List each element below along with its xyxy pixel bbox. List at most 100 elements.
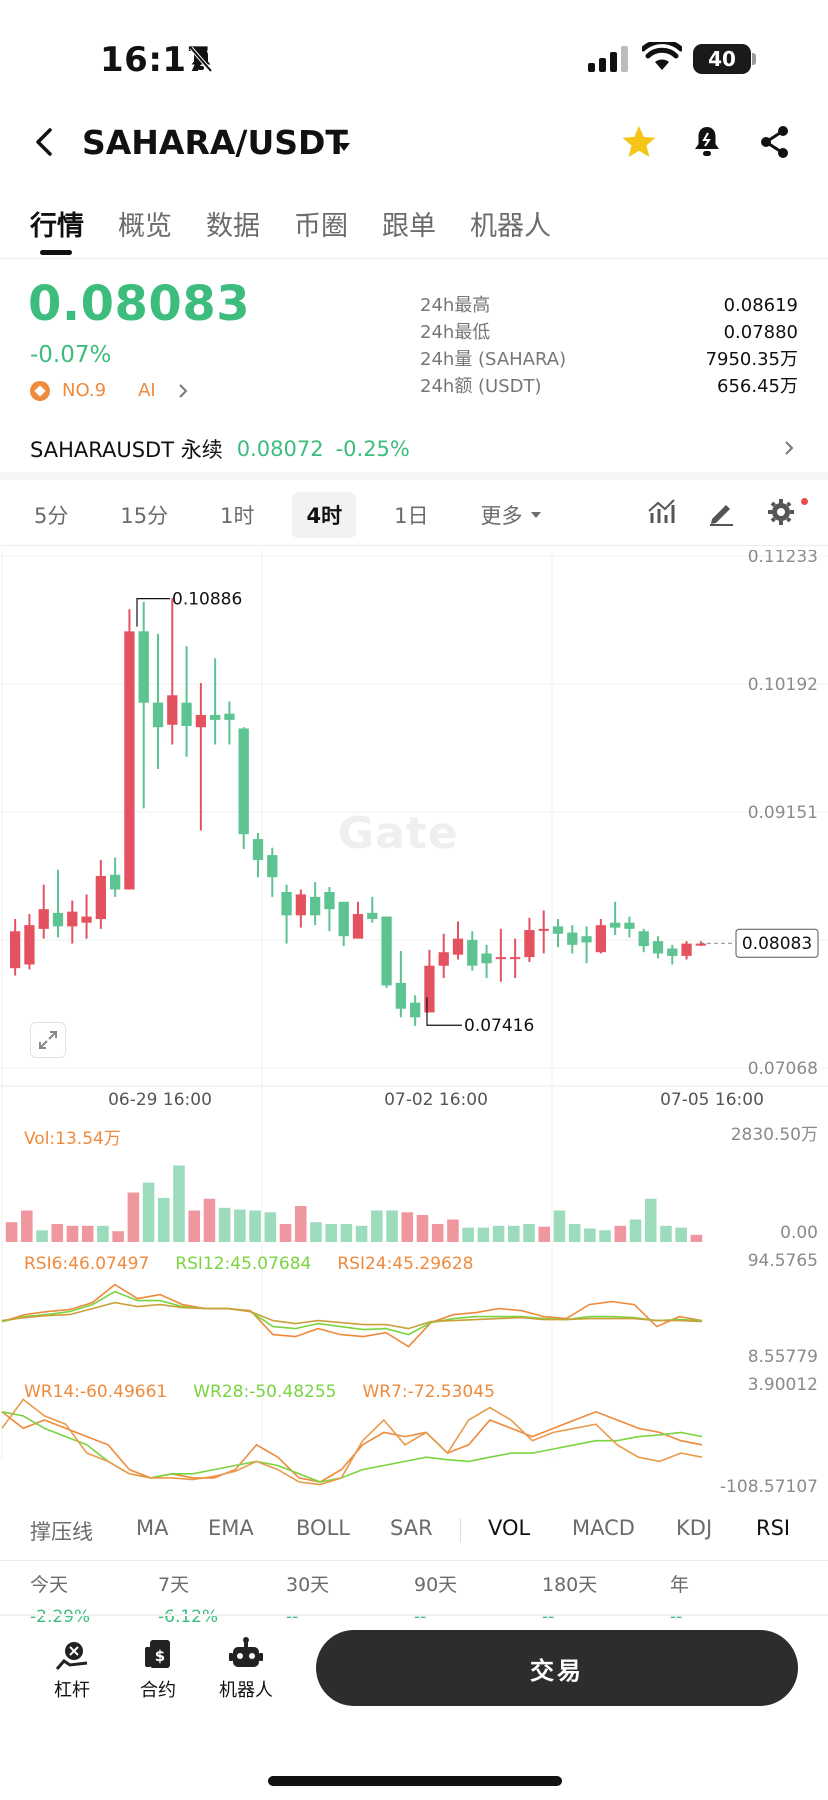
indicator-tab-macd[interactable]: MACD	[572, 1516, 635, 1540]
interval-4h[interactable]: 4时	[292, 492, 357, 538]
stat-label-turnover: 24h额 (USDT)	[420, 376, 542, 397]
candle-body	[167, 695, 178, 725]
tab-data[interactable]: 数据	[206, 211, 260, 242]
stats-labels: 24h最高 24h最低 24h量 (SAHARA) 24h额 (USDT)	[420, 292, 566, 400]
candle-body	[538, 928, 549, 931]
notification-dot	[801, 498, 808, 505]
indicator-tab-sar[interactable]: SAR	[390, 1516, 433, 1540]
indicator-tab-ma[interactable]: MA	[136, 1516, 169, 1540]
interval-5m[interactable]: 5分	[34, 504, 69, 528]
indicator-tab-rsi[interactable]: RSI	[756, 1516, 791, 1540]
wr-axis-label: -108.57107	[720, 1477, 818, 1497]
candle-body	[510, 957, 521, 960]
volume-bar	[36, 1230, 48, 1242]
indicator-separator	[460, 1518, 461, 1542]
indicator-tab-support[interactable]: 撑压线	[30, 1520, 93, 1544]
favorite-star-icon[interactable]	[620, 124, 658, 164]
tab-overview[interactable]: 概览	[118, 211, 172, 242]
time-axis: 06-29 16:00 07-02 16:00 07-05 16:00	[108, 1090, 764, 1110]
battery-cap	[752, 53, 756, 65]
nav-futures[interactable]: $ 合约	[118, 1634, 198, 1702]
stat-value-volume: 7950.35万	[705, 349, 798, 370]
chevron-down-icon[interactable]	[336, 138, 352, 157]
candle-body	[581, 936, 592, 943]
stat-value-high: 0.08619	[723, 295, 798, 316]
price-axis-label: 0.11233	[748, 550, 818, 567]
rsi-axis-label: 94.5765	[748, 1251, 818, 1271]
share-icon[interactable]	[758, 124, 792, 164]
nav-bots[interactable]: 机器人	[206, 1634, 286, 1702]
interval-1h[interactable]: 1时	[220, 504, 255, 528]
price-alert-icon[interactable]	[690, 124, 724, 164]
wr28-label: WR28:-50.48255	[193, 1382, 337, 1402]
divider	[0, 1614, 828, 1616]
candle-body	[667, 948, 678, 956]
volume-bar	[447, 1219, 459, 1242]
back-button[interactable]	[26, 122, 66, 162]
indicator-tab-kdj[interactable]: KDJ	[676, 1516, 713, 1540]
candle-body	[81, 916, 92, 923]
price-axis-label: 0.07068	[748, 1059, 818, 1079]
perf-90d: 90天 --	[414, 1574, 458, 1627]
volume-bar	[584, 1228, 596, 1242]
margin-icon	[32, 1634, 112, 1676]
pair-title[interactable]: SAHARA/USDT	[82, 123, 348, 162]
indicator-tab-boll[interactable]: BOLL	[296, 1516, 350, 1540]
rank-row[interactable]: NO.9 AI	[30, 380, 192, 401]
rsi-line	[1, 1283, 703, 1348]
volume-bar	[66, 1225, 79, 1242]
candle-body	[652, 941, 664, 954]
rsi-line	[1, 1301, 703, 1330]
silent-mode-icon	[186, 44, 216, 78]
indicator-tab-ema[interactable]: EMA	[208, 1516, 254, 1540]
trade-button[interactable]: 交易	[316, 1630, 798, 1706]
cell-signal-icon	[588, 46, 632, 76]
candle-body	[624, 922, 635, 929]
volume-bar	[188, 1210, 200, 1242]
stat-value-low: 0.07880	[723, 322, 798, 343]
rsi-axis-label: 8.55779	[748, 1347, 818, 1367]
volume-bar	[294, 1206, 307, 1242]
candlestick-series	[10, 598, 706, 1026]
perf-180d: 180天 --	[542, 1574, 598, 1627]
candle-body	[195, 714, 206, 728]
interval-1d[interactable]: 1日	[394, 504, 429, 528]
perpetual-contract-row[interactable]: SAHARAUSDT 永续 0.08072 -0.25%	[30, 434, 410, 464]
indicator-tab-vol[interactable]: VOL	[488, 1516, 531, 1540]
section-divider	[0, 472, 828, 480]
candle-body	[95, 875, 106, 920]
perf-7d: 7天 -6.12%	[158, 1574, 219, 1627]
nav-bots-label: 机器人	[219, 1680, 273, 1701]
volume-bar	[264, 1212, 277, 1242]
tab-market[interactable]: 行情	[30, 211, 84, 242]
chart-grid	[0, 550, 828, 1460]
perpetual-name: SAHARAUSDT 永续	[30, 438, 223, 462]
volume-bar	[492, 1225, 505, 1242]
settings-gear-icon[interactable]	[766, 497, 796, 527]
divider	[0, 545, 828, 546]
rsi-axis: 94.5765 8.55779	[748, 1251, 818, 1367]
candle-body	[38, 909, 49, 929]
high-marker-line	[136, 598, 170, 627]
candle-body	[152, 702, 164, 728]
price-change-percent: -0.07%	[30, 342, 112, 368]
stat-label-low: 24h最低	[420, 322, 491, 343]
rank-icon	[30, 380, 50, 401]
chevron-right-icon[interactable]	[780, 438, 798, 462]
indicator-icon[interactable]	[646, 497, 676, 527]
stat-label-high: 24h最高	[420, 295, 491, 316]
candle-body	[352, 914, 364, 939]
tab-bots[interactable]: 机器人	[470, 211, 551, 242]
volume-legend: Vol:13.54万	[24, 1129, 121, 1149]
tab-copy-trading[interactable]: 跟单	[382, 211, 436, 242]
interval-15m[interactable]: 15分	[120, 504, 169, 528]
fullscreen-button[interactable]	[30, 1022, 66, 1058]
interval-more[interactable]: 更多	[480, 504, 523, 528]
wr-line	[1, 1410, 703, 1483]
draw-pen-icon[interactable]	[706, 497, 736, 527]
tab-community[interactable]: 币圈	[294, 211, 348, 242]
rsi-line	[1, 1290, 703, 1336]
nav-margin[interactable]: 杠杆	[32, 1634, 112, 1702]
